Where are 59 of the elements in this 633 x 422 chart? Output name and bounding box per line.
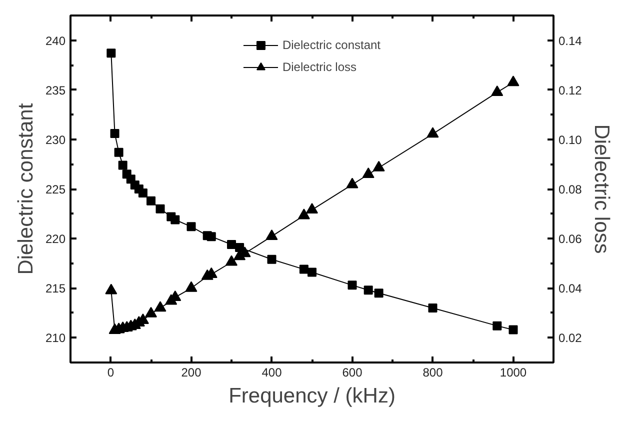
point	[362, 168, 374, 178]
x-tick-label: 600	[342, 366, 363, 380]
point	[170, 215, 180, 224]
x-tick-label: 800	[422, 366, 444, 380]
y2-tick-label: 0.08	[558, 182, 582, 196]
point	[492, 321, 502, 330]
point	[206, 232, 216, 242]
point	[145, 306, 157, 318]
legend-label: Dielectric constant	[282, 38, 381, 52]
point	[266, 229, 278, 240]
point	[372, 160, 385, 172]
point	[138, 188, 148, 198]
point	[114, 148, 124, 157]
point	[267, 254, 276, 264]
point	[154, 301, 166, 312]
point	[507, 76, 520, 86]
point	[227, 240, 236, 250]
point	[226, 255, 238, 266]
x-tick-label: 200	[181, 366, 202, 380]
point	[299, 264, 308, 274]
y-tick-label: 235	[45, 83, 66, 98]
y-tick-label: 225	[45, 182, 66, 196]
x-tick-label: 0	[107, 366, 114, 380]
point	[105, 284, 118, 294]
legend-label: Dielectric loss	[282, 60, 356, 74]
point	[374, 288, 384, 298]
point	[364, 286, 373, 295]
y-axis-title: Dielectric constant	[14, 103, 38, 275]
point	[348, 280, 357, 290]
point	[156, 204, 165, 214]
x-tick-label: 1000	[500, 366, 527, 380]
y-tick-label: 220	[45, 232, 66, 246]
y2-tick-label: 0.14	[558, 34, 582, 48]
point	[110, 128, 120, 138]
y2-tick-label: 0.06	[558, 232, 582, 246]
point	[426, 127, 439, 138]
x-tick-label: 400	[262, 366, 282, 380]
point	[146, 196, 156, 206]
point	[428, 303, 438, 312]
point	[185, 281, 198, 292]
y-tick-label: 215	[45, 282, 66, 296]
y-tick-label: 240	[45, 34, 66, 48]
y2-tick-label: 0.12	[558, 83, 582, 98]
point	[118, 160, 128, 170]
x-axis-title: Frequency / (kHz)	[228, 384, 396, 408]
point	[306, 202, 318, 214]
point	[346, 178, 358, 188]
point	[298, 208, 310, 220]
point	[308, 268, 316, 277]
y2-tick-label: 0.02	[558, 331, 582, 346]
y2-tick-label: 0.10	[558, 132, 582, 147]
point	[186, 222, 196, 232]
point	[508, 325, 518, 334]
y2-axis-title: Dielectric loss	[590, 124, 613, 254]
y-tick-label: 210	[45, 331, 66, 346]
point	[491, 85, 504, 96]
point	[106, 48, 116, 58]
y-tick-label: 230	[45, 132, 66, 147]
y2-tick-label: 0.04	[558, 282, 582, 296]
